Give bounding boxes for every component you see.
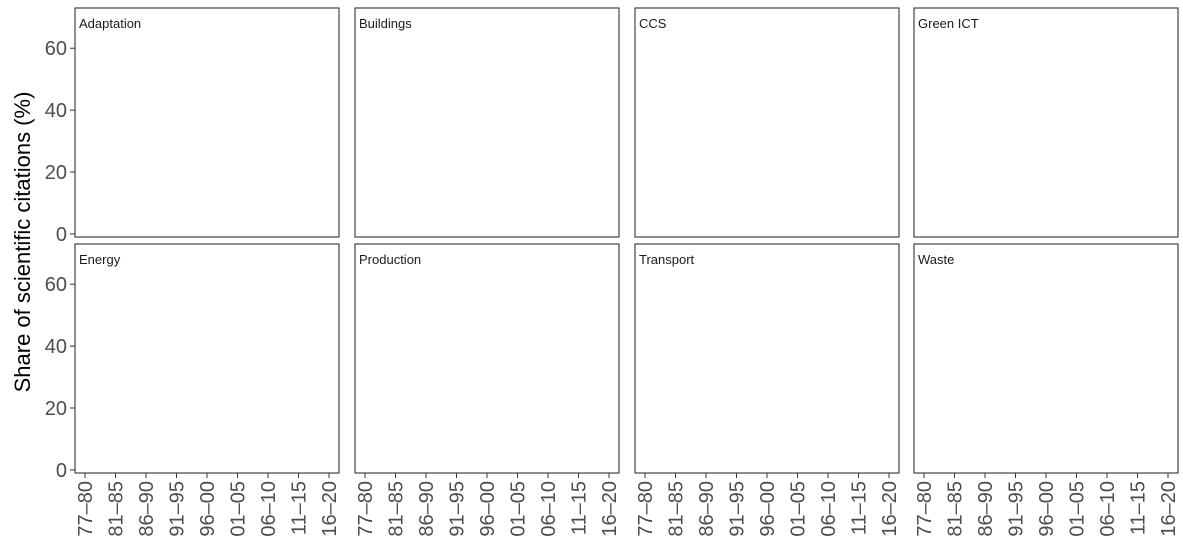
x-tick-label: 91–95 <box>447 481 469 537</box>
panel-energy: Energy 0 20 40 60 77–80 81–85 86–90 91–95 96–00 01… <box>45 243 341 537</box>
x-tick-label: 16–20 <box>319 481 341 537</box>
panel-border <box>354 7 620 238</box>
x-tick-label: 01–05 <box>228 481 250 537</box>
x-tick-label: 86–90 <box>696 481 718 537</box>
panel-transport: Transport 77–80 81–85 86–90 91–95 96–00 01–05 0… <box>634 243 901 537</box>
x-tick-label: 96–00 <box>477 481 499 537</box>
x-tick-label: 01–05 <box>788 481 810 537</box>
panel-border <box>74 7 340 238</box>
x-tick-label: 96–00 <box>197 481 219 537</box>
y-tick-label: 20 <box>45 162 67 184</box>
x-tick-label: 91–95 <box>1006 481 1028 537</box>
panel-buildings: Buildings <box>354 7 620 238</box>
x-tick-label: 81–85 <box>945 481 967 537</box>
panel-border <box>913 243 1179 474</box>
x-tick-label: 11–15 <box>849 481 871 535</box>
panel-adaptation: Adaptation 0 20 40 60 <box>45 7 340 246</box>
panel-green-ict: Green ICT <box>913 7 1179 238</box>
panel-title: Buildings <box>359 16 412 31</box>
x-tick-label: 06–10 <box>818 481 840 537</box>
x-tick-label: 77–80 <box>355 481 377 537</box>
x-tick-label: 06–10 <box>258 481 280 537</box>
x-tick-label: 01–05 <box>1067 481 1089 537</box>
panel-border <box>634 7 900 238</box>
x-tick-label: 16–20 <box>879 481 901 537</box>
x-tick-label: 86–90 <box>975 481 997 537</box>
x-tick-label: 81–85 <box>386 481 408 537</box>
panel-waste: Waste 77–80 81–85 86–90 91–95 96–00 01–05 06–10… <box>913 243 1180 537</box>
y-tick-label: 60 <box>45 38 67 60</box>
y-tick-label: 20 <box>45 398 67 420</box>
panel-title: Production <box>359 252 421 267</box>
panel-border <box>913 7 1179 238</box>
panel-border <box>634 243 900 474</box>
x-tick-label: 06–10 <box>538 481 560 537</box>
x-tick-label: 11–15 <box>569 481 591 535</box>
y-tick-label: 40 <box>45 100 67 122</box>
panels-group: Adaptation 0 20 40 60 Buildings CCS Green ICT En… <box>45 7 1180 537</box>
panel-title: Green ICT <box>918 16 979 31</box>
panel-border <box>74 243 340 474</box>
x-tick-label: 01–05 <box>508 481 530 537</box>
panel-title: Adaptation <box>79 16 141 31</box>
x-tick-label: 77–80 <box>914 481 936 537</box>
x-tick-label: 96–00 <box>757 481 779 537</box>
y-tick-label: 60 <box>45 274 67 296</box>
y-tick-label: 0 <box>56 224 67 246</box>
x-tick-label: 81–85 <box>106 481 128 537</box>
panel-border <box>354 243 620 474</box>
panel-ccs: CCS <box>634 7 900 238</box>
x-tick-label: 91–95 <box>727 481 749 537</box>
y-axis-title: Share of scientific citations (%) <box>10 92 35 393</box>
x-tick-label: 06–10 <box>1097 481 1119 537</box>
x-tick-label: 16–20 <box>599 481 621 537</box>
x-tick-label: 11–15 <box>289 481 311 535</box>
x-tick-label: 16–20 <box>1158 481 1180 537</box>
x-tick-label: 91–95 <box>167 481 189 537</box>
panel-title: Waste <box>918 252 954 267</box>
y-tick-label: 0 <box>56 460 67 482</box>
x-tick-label: 81–85 <box>666 481 688 537</box>
panel-title: CCS <box>639 16 667 31</box>
x-tick-label: 96–00 <box>1036 481 1058 537</box>
panel-production: Production 77–80 81–85 86–90 91–95 96–00 01–05… <box>354 243 621 537</box>
x-tick-label: 11–15 <box>1128 481 1150 535</box>
x-tick-label: 77–80 <box>75 481 97 537</box>
panel-title: Transport <box>639 252 695 267</box>
x-tick-label: 86–90 <box>416 481 438 537</box>
panel-title: Energy <box>79 252 121 267</box>
y-tick-label: 40 <box>45 336 67 358</box>
x-tick-label: 86–90 <box>136 481 158 537</box>
x-tick-label: 77–80 <box>635 481 657 537</box>
